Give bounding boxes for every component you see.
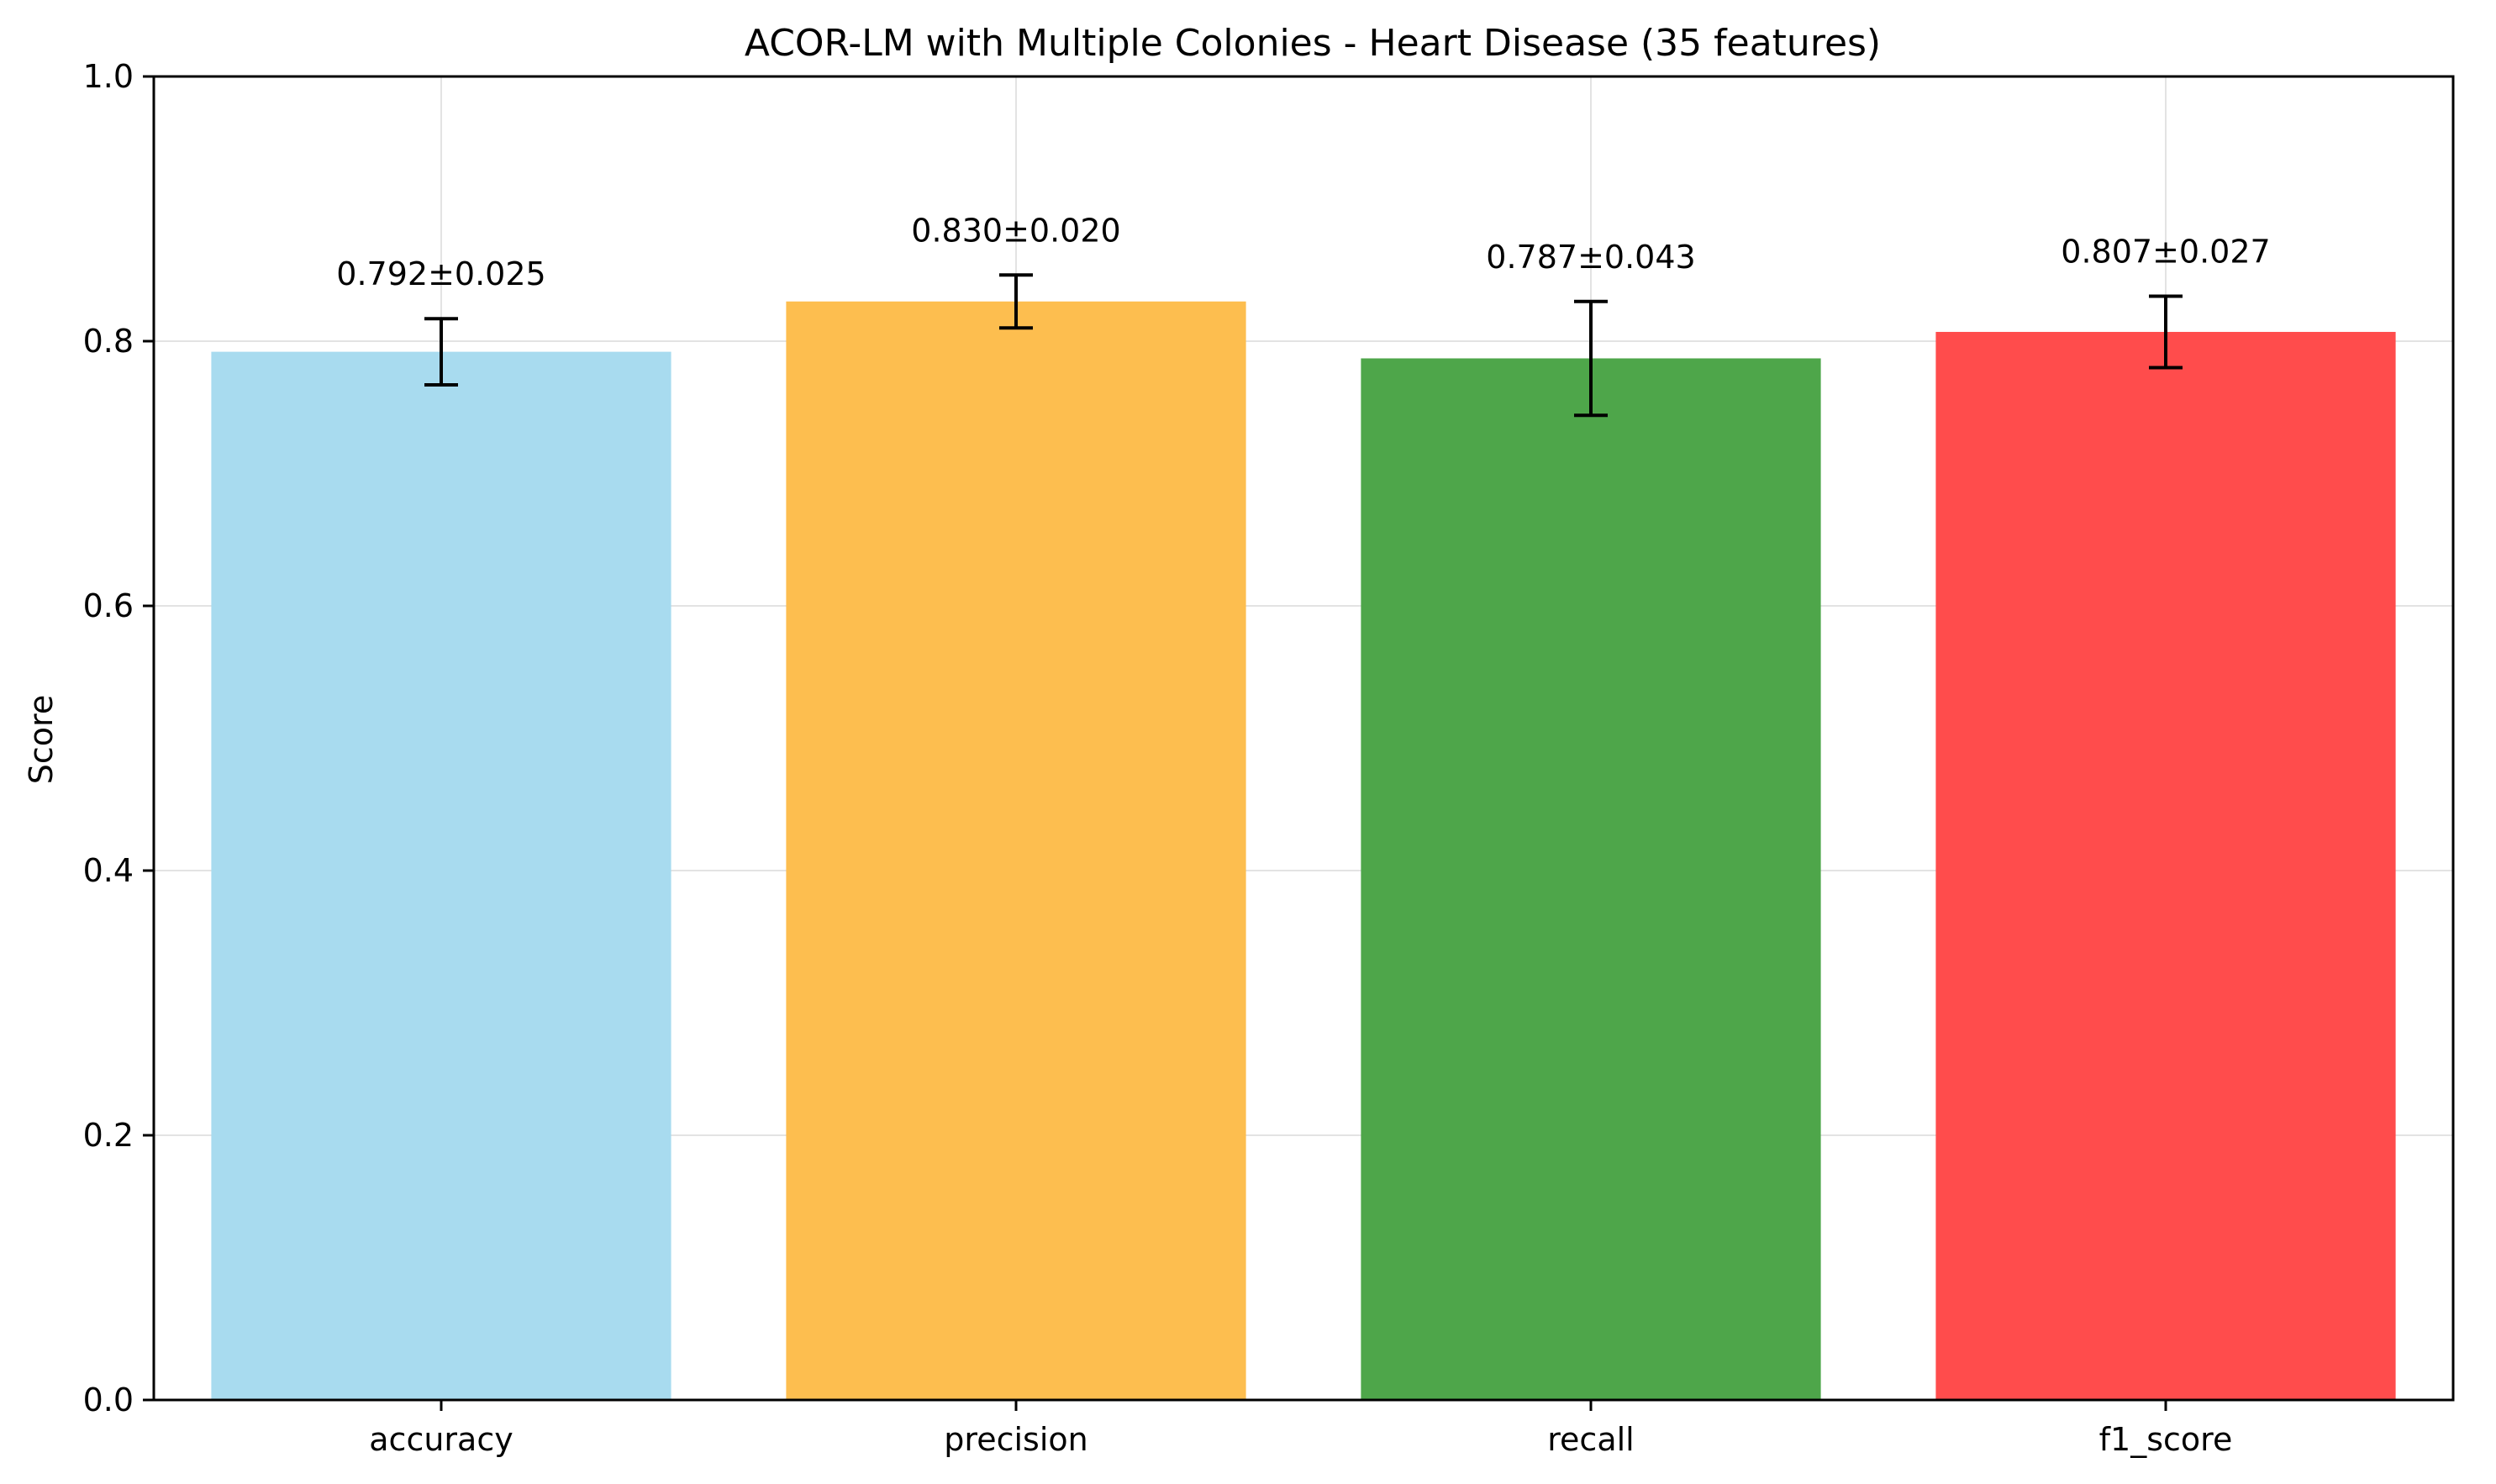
data-label-recall: 0.787±0.043	[1486, 239, 1695, 276]
x-tick-label: recall	[1547, 1421, 1634, 1458]
y-tick-label: 1.0	[83, 58, 134, 95]
y-tick-label: 0.2	[83, 1117, 134, 1154]
data-label-precision: 0.830±0.020	[911, 212, 1120, 249]
bar-accuracy	[211, 351, 671, 1401]
y-tick-label: 0.6	[83, 587, 134, 624]
plot-frame	[152, 75, 2455, 1402]
data-label-accuracy: 0.792±0.025	[336, 255, 545, 292]
error-bars	[424, 273, 2183, 418]
y-tick-label: 0.4	[83, 852, 134, 889]
y-axis-label: Score	[23, 695, 60, 784]
x-tick-label: precision	[944, 1421, 1087, 1458]
data-label-f1-score: 0.807±0.027	[2061, 233, 2270, 270]
data-labels: 0.792±0.025 0.830±0.020 0.787±0.043 0.807±0…	[336, 212, 2270, 292]
x-tick-label: accuracy	[369, 1421, 513, 1458]
y-tick-label: 0.8	[83, 323, 134, 360]
x-tick-label: f1_score	[2099, 1421, 2233, 1458]
bar-recall	[1361, 358, 1821, 1401]
bars	[211, 301, 2396, 1401]
bar-precision	[786, 301, 1246, 1400]
y-tick-label: 0.0	[83, 1381, 134, 1418]
chart-title: ACOR-LM with Multiple Colonies - Heart D…	[745, 22, 1881, 65]
bar-f1-score	[1935, 331, 2396, 1401]
axis-ticks: 0.0 0.2 0.4 0.6 0.8 1.0 accuracy precision recal…	[83, 58, 2233, 1458]
